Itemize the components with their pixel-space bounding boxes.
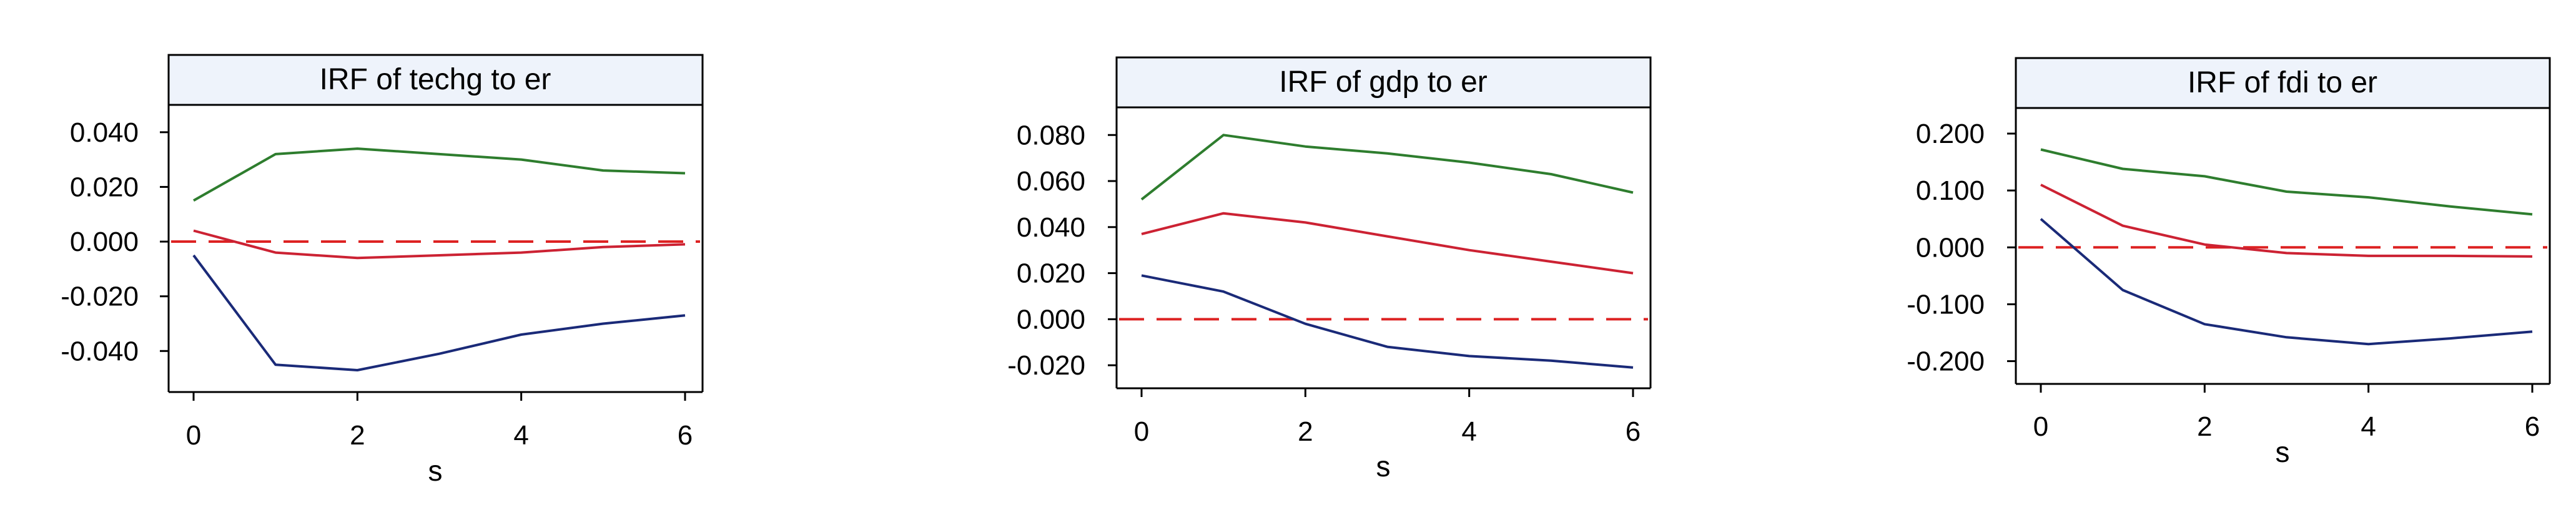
y-tick-label: 0.060 <box>1017 166 1085 197</box>
x-tick-label: 2 <box>2197 411 2212 442</box>
x-tick-label: 4 <box>513 420 528 451</box>
y-tick-label: -0.020 <box>61 282 139 312</box>
x-tick-label: 6 <box>1626 416 1641 447</box>
x-tick-label: 4 <box>2361 411 2376 442</box>
y-tick-label: -0.100 <box>1907 289 1985 320</box>
irf-panel-gdp: IRF of gdp to er 0.0800.0600.0400.0200.0… <box>1007 56 1652 483</box>
y-tick-label: 0.000 <box>70 227 139 257</box>
x-tick-label: 6 <box>678 420 693 451</box>
series-line-irf <box>193 229 686 260</box>
x-tick-label: 6 <box>2525 411 2540 442</box>
panel-title: IRF of fdi to er <box>2188 66 2377 99</box>
y-tick-label: -0.200 <box>1907 346 1985 377</box>
series-line-lower <box>1141 274 1634 369</box>
plot-area: 0.200 0.100 0.000 -0.100 -0.200 0 2 4 6 <box>1907 108 2551 442</box>
x-tick-label: 0 <box>2033 411 2048 442</box>
series-line-irf <box>1141 212 1634 275</box>
x-tick-label: 2 <box>1298 416 1313 447</box>
title-box <box>2015 57 2551 109</box>
y-tick-label: 0.080 <box>1017 120 1085 150</box>
series-line-lower <box>2040 218 2533 346</box>
y-tick-label: 0.200 <box>1916 119 1985 149</box>
irf-panel-techg: IRF of techg to er 0.040 0.020 0.000 -0.020… <box>61 54 704 487</box>
x-tick-label: 2 <box>350 420 365 451</box>
irf-panel-fdi: IRF of fdi to er 0.200 0.100 0.000 -0.100 -0… <box>1907 57 2551 468</box>
y-tick-label: 0.020 <box>70 172 139 202</box>
title-box <box>1115 56 1652 109</box>
x-tick-label: 0 <box>1134 416 1149 447</box>
series-line-irf <box>2040 184 2533 258</box>
title-box <box>167 54 704 106</box>
y-tick-label: 0.000 <box>1017 304 1085 335</box>
panel-title: IRF of techg to er <box>320 63 551 96</box>
y-tick-label: -0.040 <box>61 336 139 366</box>
x-axis-label: s <box>428 454 443 487</box>
plot-area: 0.080 0.060 0.040 0.020 0.000 -0.020 0 2 4 6 <box>1007 107 1652 447</box>
x-axis-label: s <box>2276 436 2290 468</box>
plot-area: 0.040 0.020 0.000 -0.020 -0.040 0 2 4 6 <box>61 105 704 451</box>
x-axis-label: s <box>1376 450 1391 483</box>
y-tick-label: 0.040 <box>70 117 139 148</box>
x-tick-label: 4 <box>1461 416 1476 447</box>
series-line-lower <box>192 254 686 371</box>
series-line-upper <box>2040 148 2533 216</box>
y-tick-label: 0.020 <box>1017 258 1085 289</box>
x-tick-label: 0 <box>186 420 201 451</box>
series-line-upper <box>1140 134 1634 201</box>
y-tick-label: 0.040 <box>1017 212 1085 243</box>
y-tick-label: -0.020 <box>1007 350 1085 381</box>
y-tick-label: 0.100 <box>1916 175 1985 206</box>
y-tick-label: 0.000 <box>1916 232 1985 263</box>
panel-title: IRF of gdp to er <box>1279 66 1488 99</box>
series-line-upper <box>193 147 686 202</box>
